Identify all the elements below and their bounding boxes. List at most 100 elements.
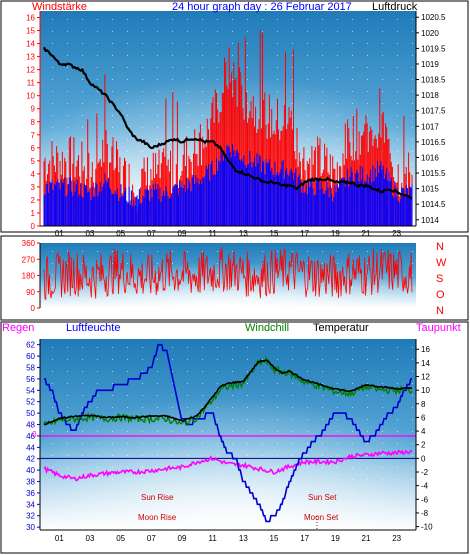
header-luftdruck: Luftdruck xyxy=(372,1,418,13)
temperature-tick-label: 0 xyxy=(421,454,426,463)
pressure-line xyxy=(42,46,412,200)
wind-tick-label: 12 xyxy=(26,66,35,75)
direction-tick-label: 270 xyxy=(22,255,36,264)
hour-tick-label: 23 xyxy=(392,229,401,238)
temperature-tick-label: -4 xyxy=(421,482,429,491)
hour-tick-label: 11 xyxy=(209,229,218,238)
series-layer xyxy=(40,30,416,530)
humidity-tick-label: 58 xyxy=(26,364,35,373)
humidity-tick-label: 56 xyxy=(26,375,35,384)
pressure-tick-label: 1017.5 xyxy=(421,107,446,116)
direction-tick-label: 180 xyxy=(22,272,36,281)
header-windstaerke: Windstärke xyxy=(32,1,87,13)
humidity-tick-label: 38 xyxy=(26,478,35,487)
wind-tick-label: 1 xyxy=(31,209,36,218)
wind-tick-label: 5 xyxy=(31,157,36,166)
humidity-tick-label: 54 xyxy=(26,386,35,395)
wind-tick-label: 4 xyxy=(31,170,36,179)
hour-tick-label: 01 xyxy=(55,229,64,238)
wind-direction-line xyxy=(43,246,413,301)
wind-tick-label: 3 xyxy=(31,183,36,192)
hour-tick-label: 11 xyxy=(209,534,218,543)
wind-average-bars xyxy=(43,144,413,226)
temperature-tick-label: 4 xyxy=(421,427,426,436)
temperature-tick-label: -6 xyxy=(421,495,429,504)
wind-tick-label: 0 xyxy=(31,222,36,231)
wind-tick-label: 13 xyxy=(26,53,35,62)
dewpoint-line xyxy=(43,449,413,482)
pressure-tick-label: 1020.5 xyxy=(421,13,446,22)
rain-zero-label: 0 xyxy=(32,430,37,439)
label-luftfeuchte: Luftfeuchte xyxy=(66,322,120,334)
middle-frame xyxy=(0,235,469,321)
humidity-tick-label: 46 xyxy=(26,432,35,441)
humidity-tick-label: 32 xyxy=(26,512,35,521)
hour-tick-label: 05 xyxy=(116,534,125,543)
humidity-tick-label: 52 xyxy=(26,398,35,407)
pressure-tick-label: 1014.5 xyxy=(421,200,446,209)
sun-set-label: Sun Set xyxy=(308,493,337,502)
wind-tick-label: 9 xyxy=(31,105,36,114)
hour-tick-label: 01 xyxy=(55,534,64,543)
wind-tick-label: 10 xyxy=(26,92,35,101)
top-frame xyxy=(0,0,469,233)
sun-rise-label: Sun Rise xyxy=(141,493,174,502)
wind-tick-label: 8 xyxy=(31,118,36,127)
hour-tick-label: 09 xyxy=(178,229,187,238)
label-windchill: Windchill xyxy=(245,322,289,334)
windchill-line xyxy=(43,355,413,427)
temperature-tick-label: 2 xyxy=(421,441,426,450)
hour-tick-label: 03 xyxy=(86,534,95,543)
temperature-tick-label: 6 xyxy=(421,413,426,422)
humidity-tick-label: 34 xyxy=(26,500,35,509)
temperature-tick-label: -10 xyxy=(421,523,433,532)
humidity-tick-label: 40 xyxy=(26,466,35,475)
direction-tick-label: 90 xyxy=(26,288,35,297)
hour-tick-label: 23 xyxy=(392,534,401,543)
pressure-tick-label: 1014 xyxy=(421,216,439,225)
temperature-tick-label: 12 xyxy=(421,373,430,382)
pressure-tick-label: 1019.5 xyxy=(421,44,446,53)
header-title: 24 hour graph day : 26 Februar 2017 xyxy=(172,1,352,13)
temperature-tick-label: 10 xyxy=(421,386,430,395)
temperature-tick-label: -8 xyxy=(421,509,429,518)
moon-rise-label: Moon Rise xyxy=(138,513,177,522)
temperature-line xyxy=(43,359,413,426)
compass-w: W xyxy=(436,257,447,269)
hour-tick-label: 17 xyxy=(300,229,309,238)
pressure-tick-label: 1018 xyxy=(421,91,439,100)
humidity-tick-label: 36 xyxy=(26,489,35,498)
temperature-tick-label: 8 xyxy=(421,400,426,409)
pressure-tick-label: 1015.5 xyxy=(421,169,446,178)
humidity-tick-label: 62 xyxy=(26,341,35,350)
pressure-tick-label: 1016 xyxy=(421,153,439,162)
compass-s: S xyxy=(436,273,443,285)
wind-tick-label: 14 xyxy=(26,40,35,49)
axes-layer: 01234567891011121314151610141014.5101510… xyxy=(22,11,446,543)
hour-tick-label: 09 xyxy=(178,534,187,543)
hour-tick-label: 19 xyxy=(331,534,340,543)
pressure-tick-label: 1015 xyxy=(421,185,439,194)
direction-tick-label: 0 xyxy=(31,304,36,313)
pressure-tick-label: 1020 xyxy=(421,29,439,38)
hour-tick-label: 21 xyxy=(362,229,371,238)
wind-tick-label: 15 xyxy=(26,27,35,36)
hour-tick-label: 13 xyxy=(239,534,248,543)
hour-tick-label: 07 xyxy=(147,534,156,543)
wind-tick-label: 7 xyxy=(31,131,36,140)
hour-tick-label: 03 xyxy=(86,229,95,238)
compass-o: O xyxy=(436,289,445,301)
pressure-tick-label: 1016.5 xyxy=(421,138,446,147)
wind-tick-label: 16 xyxy=(26,14,35,23)
temperature-tick-label: 16 xyxy=(421,345,430,354)
hour-tick-label: 13 xyxy=(239,229,248,238)
wind-tick-label: 6 xyxy=(31,144,36,153)
wind-tick-label: 11 xyxy=(27,79,36,88)
humidity-tick-label: 42 xyxy=(26,455,35,464)
humidity-tick-label: 60 xyxy=(26,352,35,361)
temperature-tick-label: -2 xyxy=(421,468,429,477)
pressure-tick-label: 1017 xyxy=(421,122,439,131)
pressure-tick-label: 1019 xyxy=(421,60,439,69)
moon-set-label: Moon Set xyxy=(304,513,339,522)
